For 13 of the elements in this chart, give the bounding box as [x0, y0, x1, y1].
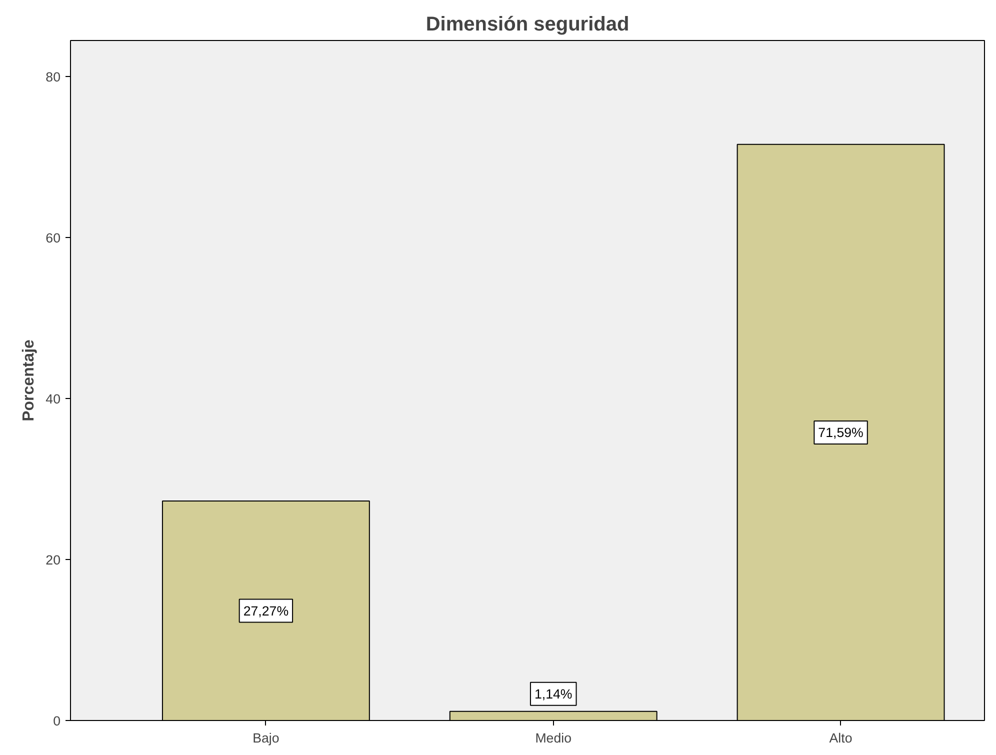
- y-axis-title: Porcentaje: [20, 339, 38, 422]
- y-tick-label: 60: [46, 230, 61, 246]
- y-tick-label: 20: [46, 552, 61, 568]
- y-tick-label: 80: [46, 70, 61, 85]
- x-tick-label: Bajo: [252, 730, 280, 746]
- data-label: 71,59%: [818, 424, 864, 440]
- y-tick-label: 0: [53, 714, 61, 728]
- chart-title: Dimensión seguridad: [426, 14, 630, 36]
- y-tick-label: 40: [46, 392, 61, 407]
- x-tick-label: Medio: [535, 730, 572, 746]
- data-label: 1,14%: [534, 686, 572, 702]
- data-label: 27,27%: [243, 603, 289, 618]
- x-tick-label: Alto: [829, 730, 852, 746]
